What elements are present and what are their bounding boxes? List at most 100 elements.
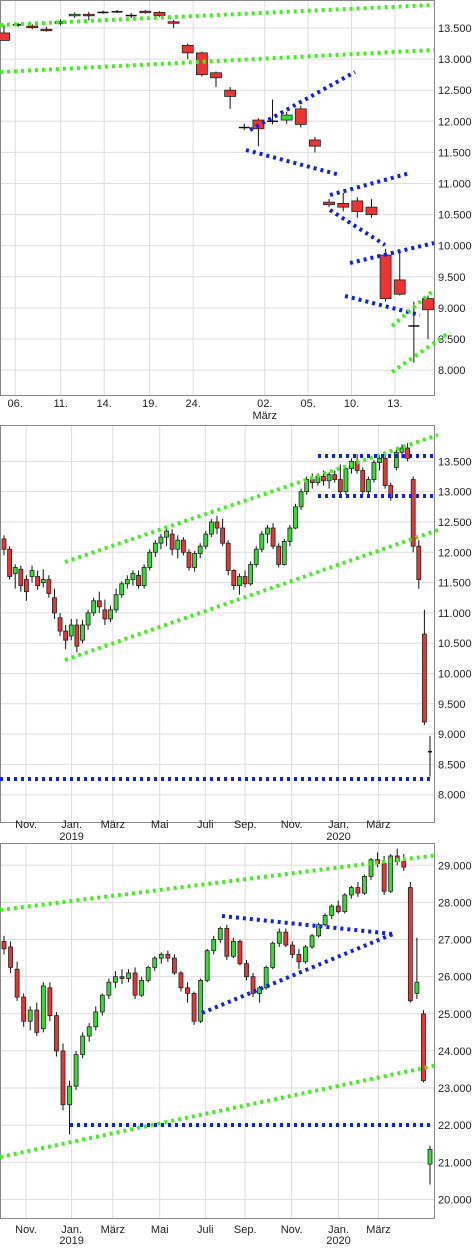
y-tick-label: 9.500	[438, 699, 466, 711]
candle-up	[270, 942, 276, 968]
x-tick-label: 06.	[8, 398, 23, 410]
y-tick-label: 28.000	[438, 897, 472, 909]
candle-down	[1, 538, 7, 550]
plot-frame	[0, 425, 435, 823]
chart-panel-long-term: 29.000 28.000 27.000 26.000 25.000 24.000 23.0…	[0, 843, 475, 1250]
candle-up	[86, 1026, 92, 1037]
y-tick-label: 23.000	[438, 1083, 472, 1095]
candle-up	[298, 491, 304, 508]
y-tick-label: 9.500	[438, 272, 466, 284]
candle-down	[332, 474, 338, 480]
candle-up	[124, 579, 130, 585]
y-tick-label: 11.000	[438, 179, 471, 191]
candle-up	[141, 567, 147, 587]
y-tick-label: 29.000	[438, 860, 472, 872]
candle-up	[203, 533, 209, 547]
candle-up	[388, 855, 394, 892]
candle-down	[422, 298, 434, 311]
candle-down	[351, 200, 364, 212]
candle-up	[304, 479, 310, 493]
x-tick-label: Jan.	[328, 819, 349, 831]
x-tick-label: 02.	[257, 398, 272, 410]
x-tick-label: 10.	[344, 398, 359, 410]
candle-down	[237, 940, 243, 965]
candle-down	[63, 630, 69, 641]
candle-down	[283, 931, 289, 946]
x-tick-label: 19.	[142, 398, 157, 410]
x-tick-label: Sep.	[234, 1224, 257, 1236]
candle-up	[192, 553, 197, 568]
trendline-green-lower	[0, 48, 435, 74]
x-tick-label: März	[101, 1224, 125, 1236]
candle-down	[180, 539, 186, 553]
y-tick-label: 25.000	[438, 1009, 472, 1021]
candle-up	[368, 859, 374, 877]
candle-up	[280, 114, 293, 121]
plot-frame	[0, 0, 435, 396]
x-tick-sublabel: 2019	[59, 1235, 83, 1247]
candle-down	[421, 1013, 426, 1082]
candle-up	[343, 468, 349, 493]
candle-up	[281, 540, 287, 565]
candle-up	[106, 981, 112, 996]
x-tick-label: Nov.	[281, 819, 303, 831]
candle-up	[40, 985, 46, 1030]
candle-up	[85, 612, 91, 626]
y-tick-label: 13.000	[438, 54, 472, 66]
y-tick-label: 10.500	[438, 210, 472, 222]
y-tick-label: 22.000	[438, 1120, 472, 1132]
candle-down	[224, 89, 237, 97]
candle-down	[21, 996, 27, 1022]
candle-up	[253, 548, 259, 565]
candle-down	[185, 987, 190, 994]
y-tick-label: 27.000	[438, 935, 472, 947]
x-tick-label: 13.	[387, 398, 402, 410]
x-tick-label: März	[101, 819, 125, 831]
candle-up	[145, 966, 151, 981]
candle-up	[99, 994, 105, 1013]
candle-down	[132, 972, 138, 996]
candle-up	[68, 624, 74, 637]
candle-up	[40, 579, 46, 583]
candle-down	[220, 527, 226, 544]
x-tick-label: Juli	[197, 1224, 214, 1236]
candle-down	[355, 887, 361, 894]
candle-down	[242, 576, 248, 585]
candle-down	[34, 1009, 40, 1033]
candle-down	[136, 574, 141, 587]
candle-up	[113, 976, 118, 983]
x-tick-sublabel: 2019	[59, 831, 83, 843]
candle-down	[54, 1015, 59, 1052]
x-tick-label: 11.	[54, 398, 68, 410]
candle-down	[18, 568, 24, 587]
candle-down	[410, 479, 416, 547]
candle-down	[52, 597, 57, 614]
candle-up	[342, 894, 348, 913]
candle-up	[91, 600, 97, 614]
candle-up	[316, 924, 321, 937]
candle-up	[265, 527, 270, 535]
candle-up	[309, 935, 315, 948]
x-tick-label: Mai	[151, 819, 169, 831]
candle-up	[259, 533, 265, 550]
candle-down	[119, 976, 125, 979]
candle-down	[360, 470, 366, 493]
candle-down	[171, 957, 177, 974]
x-tick-label: Sep.	[234, 819, 257, 831]
candle-up	[158, 536, 164, 544]
candle-down	[60, 1050, 66, 1106]
y-tick-label: 10.000	[438, 241, 472, 253]
y-tick-label: 20.000	[438, 1194, 472, 1206]
candle-up	[303, 946, 308, 963]
candle-up	[164, 530, 169, 538]
x-tick-label: Juli	[197, 819, 214, 831]
candle-down	[289, 944, 295, 955]
candle-down	[407, 887, 413, 1002]
y-tick-label: 12.000	[438, 116, 472, 128]
y-tick-label: 11.000	[438, 608, 471, 620]
candle-up	[12, 567, 18, 574]
y-tick-label: 12.500	[438, 85, 472, 97]
candle-down	[365, 206, 378, 216]
candle-up	[152, 957, 158, 968]
candle-down	[405, 447, 410, 459]
